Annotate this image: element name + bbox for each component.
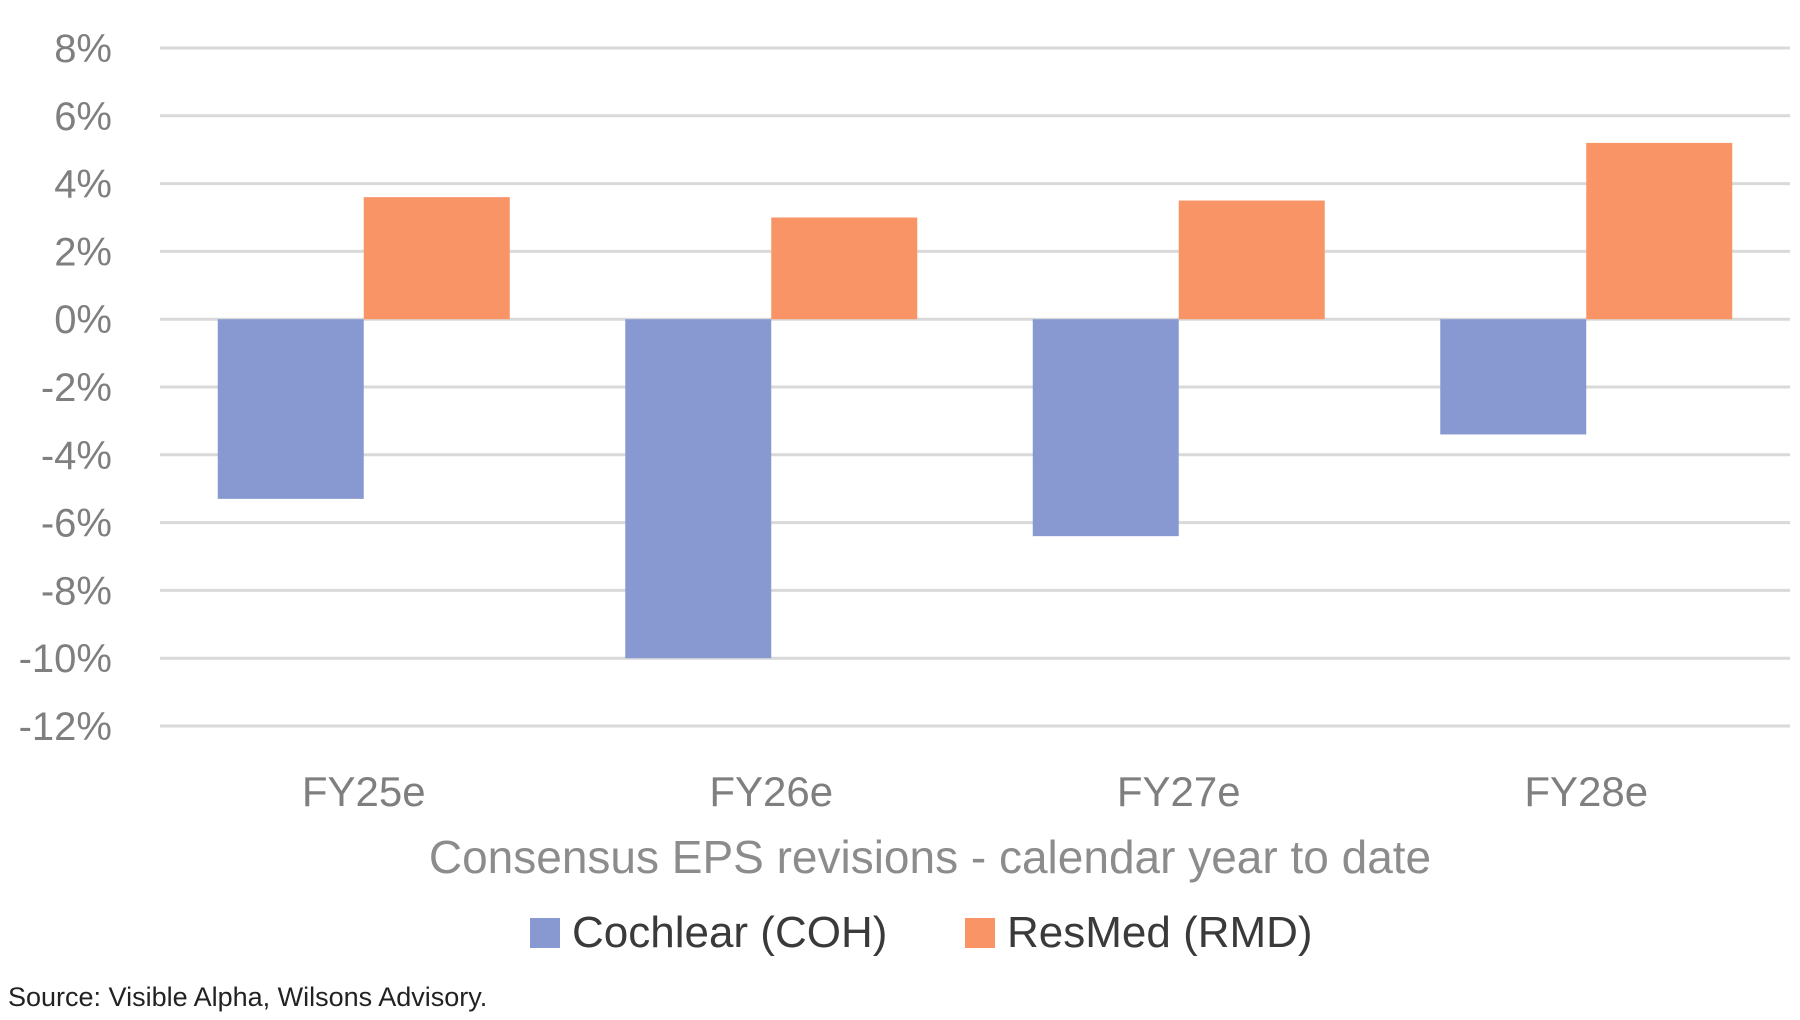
legend-label: Cochlear (COH) [572,908,887,957]
x-category-label: FY28e [1524,768,1648,815]
bar-cochlear-fy28e [1440,319,1587,435]
y-tick-label: -6% [41,502,112,546]
bar-resmed-fy27e [1178,200,1325,320]
bars [217,142,1733,659]
bar-cochlear-fy27e [1032,319,1179,537]
bar-resmed-fy26e [771,217,918,320]
y-tick-label: -2% [41,366,112,410]
x-category-label: FY25e [302,768,426,815]
source-note: Source: Visible Alpha, Wilsons Advisory. [8,982,487,1012]
legend-swatch [530,918,560,948]
gridlines [160,46,1790,728]
x-category-label: FY27e [1117,768,1241,815]
legend-label: ResMed (RMD) [1007,908,1313,957]
y-tick-label: 0% [54,298,112,342]
bar-cochlear-fy26e [625,319,772,659]
x-axis-title: Consensus EPS revisions - calendar year … [429,831,1431,883]
legend: Cochlear (COH) ResMed (RMD) [530,908,1313,957]
y-tick-label: 6% [54,95,112,139]
y-tick-label: 8% [54,27,112,71]
y-tick-label: 2% [54,230,112,274]
legend-item-cochlear: Cochlear (COH) [530,908,887,957]
x-axis-category-labels: FY25e FY26e FY27e FY28e [302,768,1648,815]
bar-resmed-fy28e [1586,142,1733,320]
y-tick-label: -4% [41,434,112,478]
legend-item-resmed: ResMed (RMD) [965,908,1313,957]
y-tick-label: -10% [19,637,112,681]
bar-resmed-fy25e [363,197,510,320]
bar-cochlear-fy25e [217,319,364,499]
legend-swatch [965,918,995,948]
y-tick-label: -12% [19,705,112,749]
x-category-label: FY26e [709,768,833,815]
y-tick-label: -8% [41,569,112,613]
y-tick-label: 4% [54,163,112,207]
y-axis-tick-labels: 8% 6% 4% 2% 0% -2% -4% -6% -8% -10% -12% [19,27,112,749]
